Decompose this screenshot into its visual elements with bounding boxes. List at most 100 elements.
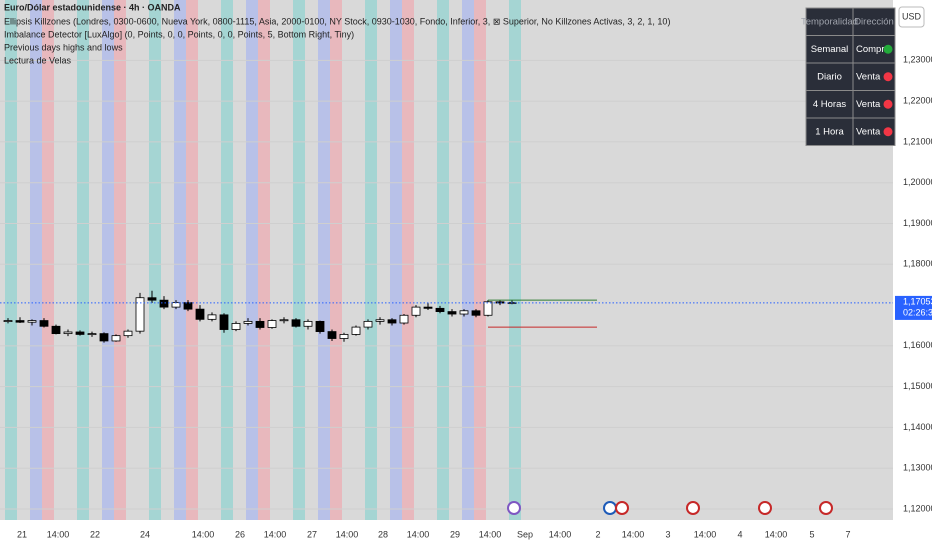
candle-body [135,297,145,332]
candle-body [483,301,493,316]
indicator-label: Previous days highs and lows [4,42,123,52]
candle-body [423,306,433,309]
direction-dot [883,99,893,109]
x-tick-label: 14:00 [694,529,717,539]
killzone-band [42,0,54,520]
currency: USD [902,11,922,21]
candle-body [315,320,325,332]
candle-body [231,323,241,330]
candle-body [27,320,37,323]
x-tick-label: 14:00 [192,529,215,539]
killzone-band [246,0,258,520]
killzone-band [509,0,521,520]
killzone-band [221,0,233,520]
y-tick-label: 1,13000 [903,463,932,473]
event-icon [686,501,700,515]
candle-body [195,308,205,320]
event-icon [819,501,833,515]
indicator-label: Imbalance Detector [LuxAlgo] (0, Points,… [4,29,354,39]
candle-body [447,311,457,315]
table-cell: Venta [856,71,881,82]
candle-body [411,306,421,316]
candle-body [375,319,385,322]
table-cell: Diario [817,71,842,82]
x-tick-label: 14:00 [765,529,788,539]
killzone-band [330,0,342,520]
table-cell: 4 Horas [813,99,847,110]
x-tick-label: 3 [665,529,670,539]
direction-dot [883,72,893,82]
candle-body [459,310,469,315]
y-tick-label: 1,22000 [903,96,932,106]
x-tick-label: 4 [737,529,742,539]
candle-body [291,319,301,327]
table-cell: Venta [856,126,881,137]
y-tick-label: 1,12000 [903,503,932,513]
x-tick-label: 5 [809,529,814,539]
killzone-band [174,0,186,520]
x-tick-label: 29 [450,529,460,539]
time-axis [0,520,893,550]
indicator-label: Lectura de Velas [4,55,72,65]
killzone-band [365,0,377,520]
candle-body [207,314,217,320]
y-tick-label: 1,19000 [903,218,932,228]
candle-body [159,299,169,308]
y-tick-label: 1,15000 [903,381,932,391]
killzone-band [30,0,42,520]
y-tick-label: 1,23000 [903,55,932,65]
killzone-band [5,0,17,520]
candle-body [339,334,349,339]
direction-dot [883,127,893,137]
candle-body [243,320,253,324]
y-tick-label: 1,14000 [903,422,932,432]
candle-body [363,320,373,328]
x-tick-label: 27 [307,529,317,539]
candle-body [51,325,61,335]
candle-body [303,320,313,327]
killzone-band [402,0,414,520]
x-tick-label: 14:00 [479,529,502,539]
y-tick-label: 1,21000 [903,136,932,146]
candle-body [147,297,157,301]
x-tick-label: 21 [17,529,27,539]
x-tick-label: 22 [90,529,100,539]
x-tick-label: 14:00 [549,529,572,539]
candle-body [99,333,109,342]
candle-body [387,319,397,324]
event-icon [758,501,772,515]
killzone-band [77,0,89,520]
event-icon [615,501,629,515]
price-axis [893,0,932,550]
currency-box[interactable] [898,6,925,28]
x-tick-label: 14:00 [47,529,70,539]
table-cell: Venta [856,99,881,110]
table-cell: Compra [856,44,891,55]
y-tick-label: 1,16000 [903,340,932,350]
price-label: 1,17053 [903,296,932,306]
candle-body [255,320,265,328]
candle-body [399,314,409,324]
candle-body [75,331,85,335]
candle-body [39,320,49,327]
killzone-band [318,0,330,520]
table-cell: 1 Hora [815,126,844,137]
killzone-band [149,0,161,520]
candle-body [111,335,121,342]
candle-body [327,331,337,339]
x-tick-label: 24 [140,529,150,539]
table-header: Dirección [854,16,894,27]
x-tick-label: 2 [595,529,600,539]
candle-body [183,302,193,310]
killzone-band [474,0,486,520]
candle-body [87,333,97,336]
x-tick-label: 28 [378,529,388,539]
killzone-band [390,0,402,520]
x-tick-label: 14:00 [264,529,287,539]
chart-title: Euro/Dólar estadounidense · 4h · OANDA [4,2,181,12]
killzone-band [437,0,449,520]
candle-body [471,310,481,316]
killzone-band [186,0,198,520]
candle-body [63,331,73,335]
